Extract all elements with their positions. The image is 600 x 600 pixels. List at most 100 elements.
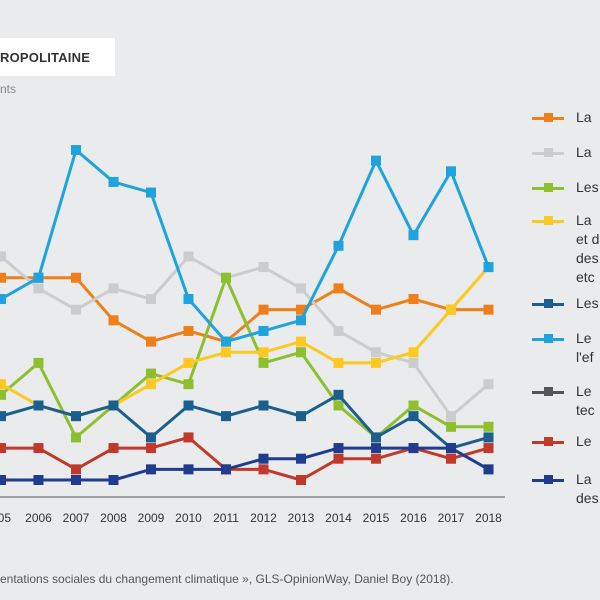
data-point (296, 475, 306, 485)
x-tick-label: 2015 (363, 511, 390, 525)
data-point (258, 262, 269, 273)
data-point (446, 421, 456, 432)
data-point (296, 283, 306, 294)
data-point (146, 336, 156, 347)
data-point (371, 304, 381, 315)
legend-swatch-marker (544, 183, 553, 192)
legend: La La Les La et d des etc Les Le l'ef Le tec Le… (532, 0, 600, 600)
data-point (333, 389, 344, 400)
data-point (146, 443, 156, 454)
legend-swatch-marker (544, 148, 553, 157)
data-point (296, 347, 306, 358)
title-box (0, 38, 115, 76)
data-point (183, 325, 194, 336)
data-point (333, 357, 344, 368)
data-point (483, 432, 494, 443)
x-tick-label: 2017 (438, 511, 465, 525)
data-point (71, 304, 81, 315)
series-4 (0, 389, 494, 454)
source-note: entations sociales du changement climati… (0, 572, 454, 586)
series-line (0, 393, 489, 450)
series-3 (0, 262, 494, 422)
data-point (258, 347, 269, 358)
legend-swatch-marker (544, 437, 553, 446)
legend-swatch-marker (544, 299, 553, 308)
data-point (333, 325, 344, 336)
data-point (408, 411, 419, 422)
chart-subtitle: nts (0, 82, 17, 96)
data-point (108, 443, 119, 454)
legend-swatch-marker (544, 216, 553, 225)
data-point (183, 400, 194, 411)
data-point (146, 464, 156, 475)
data-point (71, 272, 81, 283)
data-point (296, 411, 306, 422)
series-6 (0, 432, 494, 485)
data-point (446, 304, 456, 315)
data-point (221, 411, 231, 422)
legend-label: Le tec (576, 383, 595, 418)
x-tick-label: 2018 (475, 511, 502, 525)
data-point (371, 432, 381, 443)
data-point (371, 347, 381, 358)
legend-label: Le (576, 433, 592, 449)
legend-swatch (532, 299, 564, 309)
data-point (333, 283, 344, 294)
data-point (446, 453, 456, 464)
data-point (333, 453, 344, 464)
data-point (183, 357, 194, 368)
data-point (408, 443, 419, 454)
data-point (183, 294, 194, 305)
legend-swatch-marker (544, 334, 553, 343)
data-point (33, 443, 44, 454)
data-point (296, 304, 306, 315)
data-point (296, 453, 306, 464)
x-tick-label: 2010 (175, 511, 202, 525)
x-tick-label: 005 (0, 511, 11, 525)
data-point (483, 304, 494, 315)
data-point (258, 325, 269, 336)
data-point (0, 389, 6, 400)
data-point (296, 315, 306, 326)
data-point (33, 283, 44, 294)
data-point (408, 357, 419, 368)
data-point (108, 176, 119, 187)
legend-swatch (532, 216, 564, 226)
legend-swatch (532, 113, 564, 123)
x-tick-label: 2016 (400, 511, 427, 525)
data-point (33, 400, 44, 411)
data-point (258, 453, 269, 464)
x-tick-label: 2006 (25, 511, 52, 525)
data-point (108, 315, 119, 326)
data-point (71, 475, 81, 485)
data-point (446, 443, 456, 454)
data-point (71, 145, 81, 155)
legend-swatch (532, 334, 564, 344)
legend-swatch (532, 183, 564, 193)
data-point (221, 464, 231, 475)
data-point (183, 251, 194, 262)
data-point (33, 357, 44, 368)
data-point (258, 357, 269, 368)
data-point (258, 464, 269, 475)
data-point (33, 475, 44, 485)
legend-swatch (532, 437, 564, 447)
data-point (371, 357, 381, 368)
legend-swatch-marker (544, 387, 553, 396)
data-point (408, 294, 419, 305)
data-point (146, 294, 156, 305)
data-point (0, 443, 6, 454)
data-point (446, 166, 456, 177)
data-point (183, 379, 194, 390)
legend-label: La (576, 144, 592, 160)
data-point (71, 411, 81, 422)
data-point (0, 411, 6, 422)
data-point (183, 464, 194, 475)
data-point (483, 443, 494, 454)
legend-label: La et d des etc (576, 212, 600, 285)
series-line (1, 276, 489, 344)
data-point (408, 230, 419, 241)
series-line (0, 266, 490, 418)
data-point (146, 379, 156, 390)
legend-swatch (532, 387, 564, 397)
